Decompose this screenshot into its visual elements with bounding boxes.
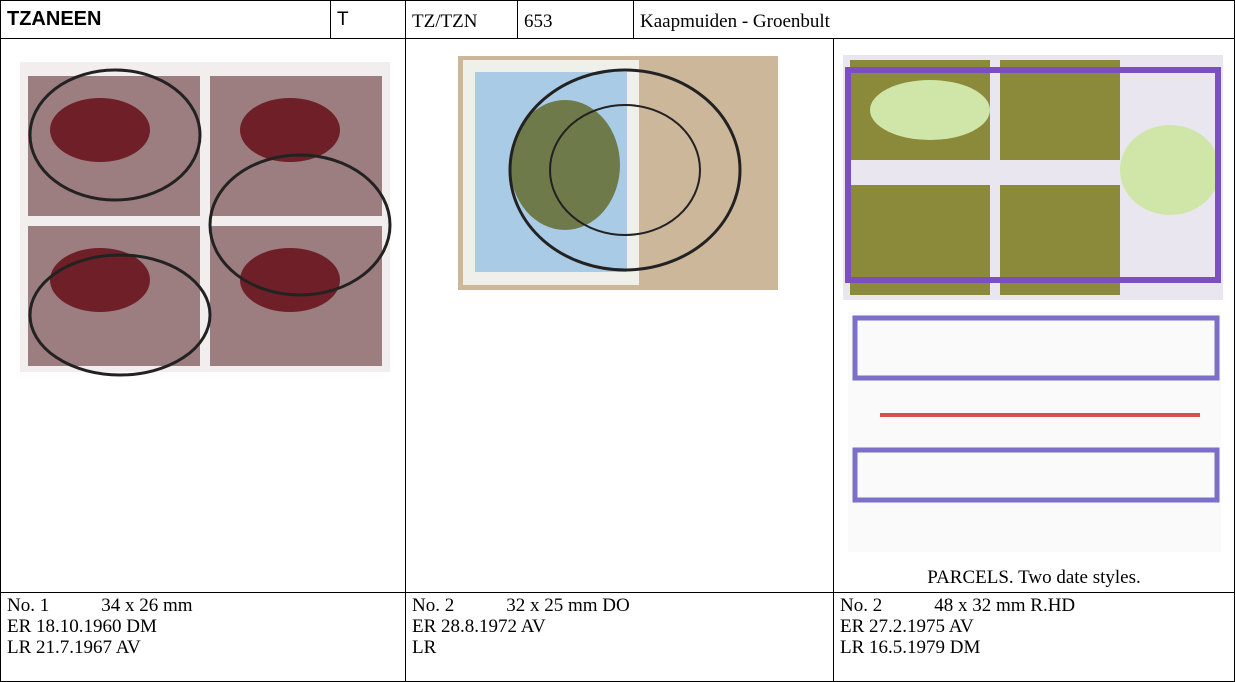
town-code: T	[330, 0, 406, 39]
image-cell	[405, 38, 834, 593]
image-cell: PARCELS. Two date styles.	[833, 38, 1235, 593]
entry-no: No. 2	[412, 595, 455, 616]
entry-size: 34 x 26 mm	[101, 595, 193, 616]
entry: No. 2 32 x 25 mm DO ER 28.8.1972 AV LR	[405, 592, 834, 682]
entry-er: ER 18.10.1960 DM	[7, 616, 157, 637]
entry-size: 32 x 25 mm DO	[506, 595, 630, 616]
entry: No. 1 34 x 26 mm ER 18.10.1960 DM LR 21.7…	[0, 592, 406, 682]
entry-er: ER 28.8.1972 AV	[412, 616, 546, 637]
entry-no: No. 2	[840, 595, 883, 616]
entry: No. 2 48 x 32 mm R.HD ER 27.2.1975 AV LR …	[833, 592, 1235, 682]
entry-lr: LR 16.5.1979 DM	[840, 637, 981, 658]
town-name: TZANEEN	[0, 0, 331, 39]
abbreviation: TZ/TZN	[405, 0, 518, 39]
image-cell	[0, 38, 406, 593]
route-number: 653	[517, 0, 634, 39]
entry-er: ER 27.2.1975 AV	[840, 616, 974, 637]
entry-size: 48 x 32 mm R.HD	[934, 595, 1076, 616]
route-name: Kaapmuiden - Groenbult	[633, 0, 1235, 39]
entry-lr: LR	[412, 637, 437, 658]
caption: PARCELS. Two date styles.	[927, 567, 1141, 588]
entry-lr: LR 21.7.1967 AV	[7, 637, 141, 658]
entry-no: No. 1	[7, 595, 50, 616]
